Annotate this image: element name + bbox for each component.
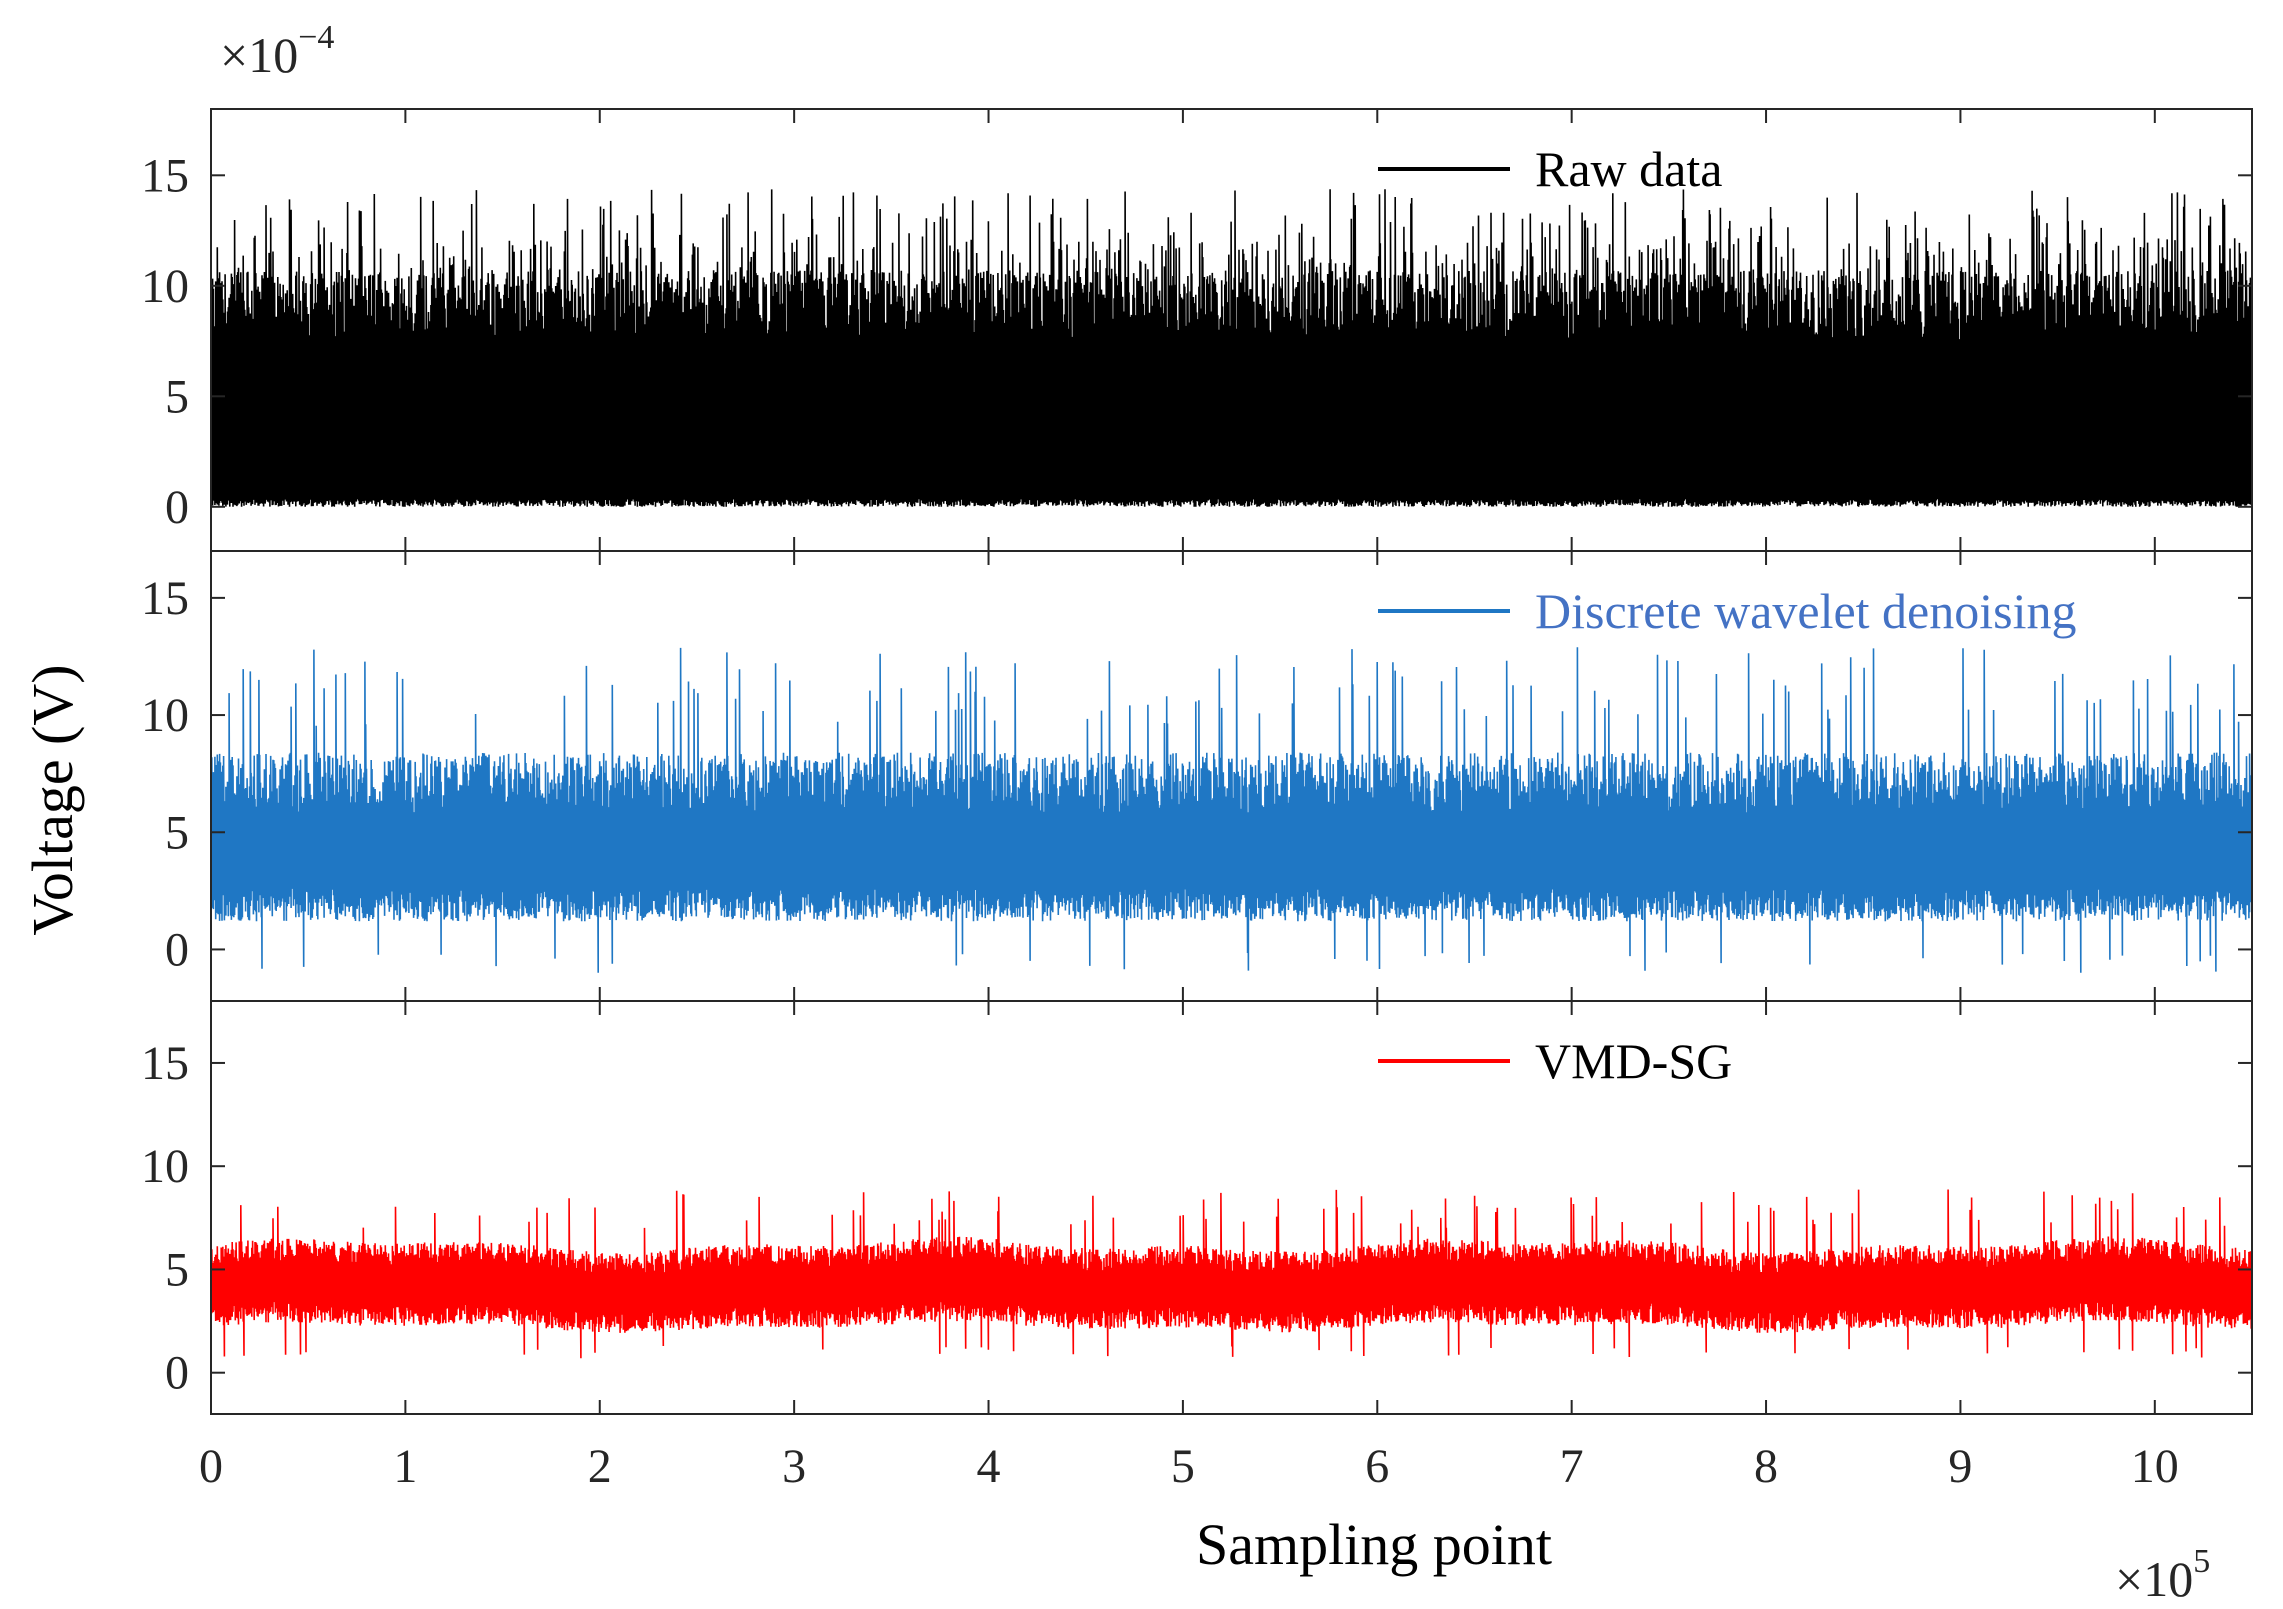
y-tick-label: 5 (165, 806, 189, 859)
legend-label-discrete-wavelet: Discrete wavelet denoising (1535, 583, 2076, 639)
y-tick-label: 0 (165, 481, 189, 534)
x-tick-label: 6 (1365, 1440, 1389, 1493)
y-tick-label: 15 (141, 572, 189, 625)
y-tick-label: 15 (141, 149, 189, 202)
signal-discrete-wavelet (211, 647, 2252, 973)
x-axis-label: Sampling point (1196, 1512, 1552, 1577)
x-tick-label: 3 (782, 1440, 806, 1493)
x-tick-label: 9 (1948, 1440, 1972, 1493)
x-tick-label: 1 (393, 1440, 417, 1493)
legend-label-vmd-sg: VMD-SG (1535, 1033, 1732, 1089)
panel-vmd-sg: 0 5 10 15 VMD-SG (141, 1000, 2253, 1415)
x-tick-label: 2 (588, 1440, 612, 1493)
signal-vmd-sg (211, 1189, 2252, 1359)
x-tick-label: 0 (199, 1440, 223, 1493)
y-tick-label: 10 (141, 260, 189, 313)
y-axis-multiplier: ×10−4 (220, 19, 334, 83)
signal-raw-data (211, 189, 2252, 507)
y-tick-label: 10 (141, 1140, 189, 1193)
legend-label-raw-data: Raw data (1535, 141, 1722, 197)
panel-frame-vmd-sg (210, 1000, 2253, 1415)
y-tick-label: 0 (165, 1347, 189, 1400)
x-tick-label: 10 (2131, 1440, 2179, 1493)
panel-raw-data: 0 5 10 15 Raw data (141, 108, 2253, 552)
y-axis-label: Voltage (V) (20, 664, 85, 935)
y-tick-label: 5 (165, 1243, 189, 1296)
x-tick-label: 8 (1754, 1440, 1778, 1493)
y-tick-label: 5 (165, 370, 189, 423)
y-tick-label: 10 (141, 689, 189, 742)
x-tick-label: 7 (1560, 1440, 1584, 1493)
x-axis-multiplier: ×105 (2115, 1543, 2210, 1604)
x-tick-label: 4 (977, 1440, 1001, 1493)
y-tick-label: 0 (165, 923, 189, 976)
x-tick-label: 5 (1171, 1440, 1195, 1493)
y-tick-label: 15 (141, 1037, 189, 1090)
